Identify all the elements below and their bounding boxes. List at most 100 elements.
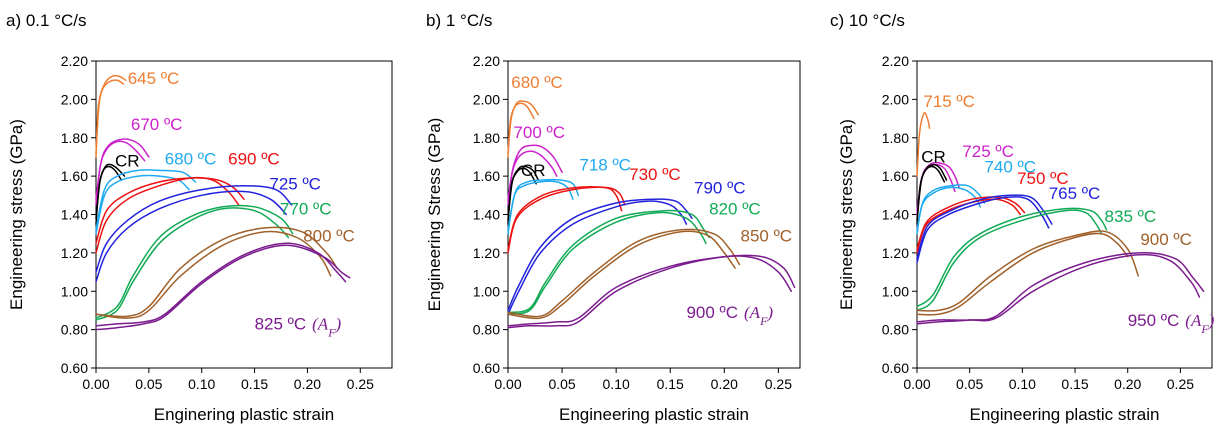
series-850-C: 850 ºC <box>507 226 793 320</box>
series-700-C: 700 ºC <box>507 123 565 206</box>
af-symbol: (AF) <box>744 303 773 328</box>
x-tick-label: 0.00 <box>82 376 109 392</box>
y-tick-label: 1.40 <box>61 207 88 223</box>
series-label: 825 ºC <box>255 315 307 334</box>
stress-strain-curve <box>916 112 931 177</box>
y-tick-label: 1.20 <box>473 245 500 261</box>
stress-strain-curve <box>916 163 948 222</box>
y-tick-label: 0.60 <box>882 360 909 376</box>
series-725-C: 725 ºC <box>95 175 321 283</box>
stress-strain-curve <box>507 209 710 314</box>
series-label: 718 ºC <box>579 155 631 174</box>
series-label: 730 ºC <box>629 165 681 184</box>
series-label: 835 ºC <box>1105 207 1157 226</box>
stress-strain-curve <box>916 253 1201 323</box>
x-tick-label: 0.15 <box>657 376 684 392</box>
series-label: 680 ºC <box>165 150 217 169</box>
series-825-C: 825 ºC (AF) <box>95 242 351 340</box>
series-label: 750 ºC <box>1017 169 1069 188</box>
series-label: 765 ºC <box>1049 184 1101 203</box>
series-label: 900 ºC <box>1140 230 1192 249</box>
stress-strain-curve <box>507 255 793 329</box>
series-label: 670 ºC <box>131 115 183 134</box>
series-label: 950 ºC <box>1128 311 1180 330</box>
series-770-C: 770 ºC <box>95 200 332 321</box>
x-tick-label: 0.05 <box>548 376 575 392</box>
series-label: CR <box>115 152 140 171</box>
panel-b-title: b) 1 °C/s <box>426 11 492 30</box>
series-900-C: 900 ºC (AF) <box>507 254 796 329</box>
stress-strain-curve <box>916 184 986 231</box>
af-symbol: (AF) <box>1185 311 1214 336</box>
series-670-C: 670 ºC <box>95 115 183 206</box>
series-900-C: 900 ºC <box>916 230 1192 316</box>
stress-strain-curve <box>95 176 240 254</box>
series-label: 725 ºC <box>962 142 1014 161</box>
y-tick-label: 1.00 <box>882 283 909 299</box>
x-tick-label: 0.05 <box>135 376 162 392</box>
y-tick-label: 2.00 <box>61 91 88 107</box>
y-tick-label: 1.80 <box>61 130 88 146</box>
y-tick-label: 1.40 <box>473 207 500 223</box>
stress-strain-curve <box>95 190 288 283</box>
stress-strain-curve <box>916 209 1103 312</box>
y-tick-label: 1.40 <box>882 207 909 223</box>
stress-strain-curve <box>507 165 540 222</box>
y-tick-label: 2.20 <box>473 53 500 69</box>
panel-b: b) 1 °C/s 0.60 0.80 1.00 1.20 1.40 1.60 1.80 2.… <box>425 11 801 424</box>
stress-strain-curve <box>916 207 1108 308</box>
y-tick-label: 2.20 <box>61 53 88 69</box>
x-tick-label: 0.20 <box>711 376 738 392</box>
x-tick-label: 0.25 <box>347 376 374 392</box>
af-symbol: (AF) <box>312 315 341 340</box>
y-tick-label: 2.20 <box>882 53 909 69</box>
y-tick-label: 2.00 <box>882 91 909 107</box>
y-tick-label: 1.80 <box>473 130 500 146</box>
stress-strain-curve <box>916 252 1205 325</box>
series-label: 790 ºC <box>694 178 746 197</box>
x-axis-label: Engineering plastic strain <box>559 405 749 424</box>
series-label: 800 ºC <box>303 226 355 245</box>
x-tick-label: 0.20 <box>294 376 321 392</box>
series-label: 680 ºC <box>511 73 563 92</box>
y-tick-label: 1.20 <box>882 245 909 261</box>
series-label: 690 ºC <box>228 150 280 169</box>
x-tick-label: 0.25 <box>1167 376 1194 392</box>
series-label: 770 ºC <box>280 200 332 219</box>
stress-strain-curve <box>95 74 127 154</box>
panel-a-title: a) 0.1 °C/s <box>6 11 87 30</box>
x-tick-label: 0.10 <box>188 376 215 392</box>
x-tick-label: 0.15 <box>241 376 268 392</box>
y-tick-label: 0.80 <box>473 322 500 338</box>
series-label: 820 ºC <box>709 200 761 219</box>
series-950-C: 950 ºC (AF) <box>916 252 1215 336</box>
y-tick-label: 1.20 <box>61 245 88 261</box>
stress-strain-curve <box>507 211 707 316</box>
series-715-C: 715 ºC <box>916 92 975 177</box>
stress-strain-curve <box>916 232 1129 316</box>
x-tick-label: 0.00 <box>903 376 930 392</box>
series-690-C: 690 ºC <box>95 150 280 254</box>
series-CR: CR <box>916 148 948 225</box>
series-label: 900 ºC <box>686 303 738 322</box>
x-tick-label: 0.25 <box>765 376 792 392</box>
series-718-C: 718 ºC <box>507 155 631 235</box>
stress-strain-curve <box>507 228 741 318</box>
y-axis-label: Engineering Stress (GPa) <box>425 118 444 312</box>
series-label: 850 ºC <box>741 226 793 245</box>
y-tick-label: 1.60 <box>882 168 909 184</box>
x-tick-label: 0.05 <box>956 376 983 392</box>
stress-strain-curve <box>95 204 294 319</box>
stress-strain-curve <box>95 177 245 245</box>
series-740-C: 740 ºC <box>916 157 1036 235</box>
panel-a: a) 0.1 °C/s 0.60 0.80 1.00 1.20 1.40 1.60 1.80… <box>6 11 393 424</box>
y-tick-label: 2.00 <box>473 91 500 107</box>
stress-strain-curve <box>507 254 796 327</box>
stress-strain-curve <box>95 244 351 331</box>
x-tick-label: 0.15 <box>1061 376 1088 392</box>
x-tick-label: 0.20 <box>1114 376 1141 392</box>
stress-strain-curve <box>916 196 1050 264</box>
series-label: 725 ºC <box>269 175 321 194</box>
series-730-C: 730 ºC <box>507 165 681 254</box>
